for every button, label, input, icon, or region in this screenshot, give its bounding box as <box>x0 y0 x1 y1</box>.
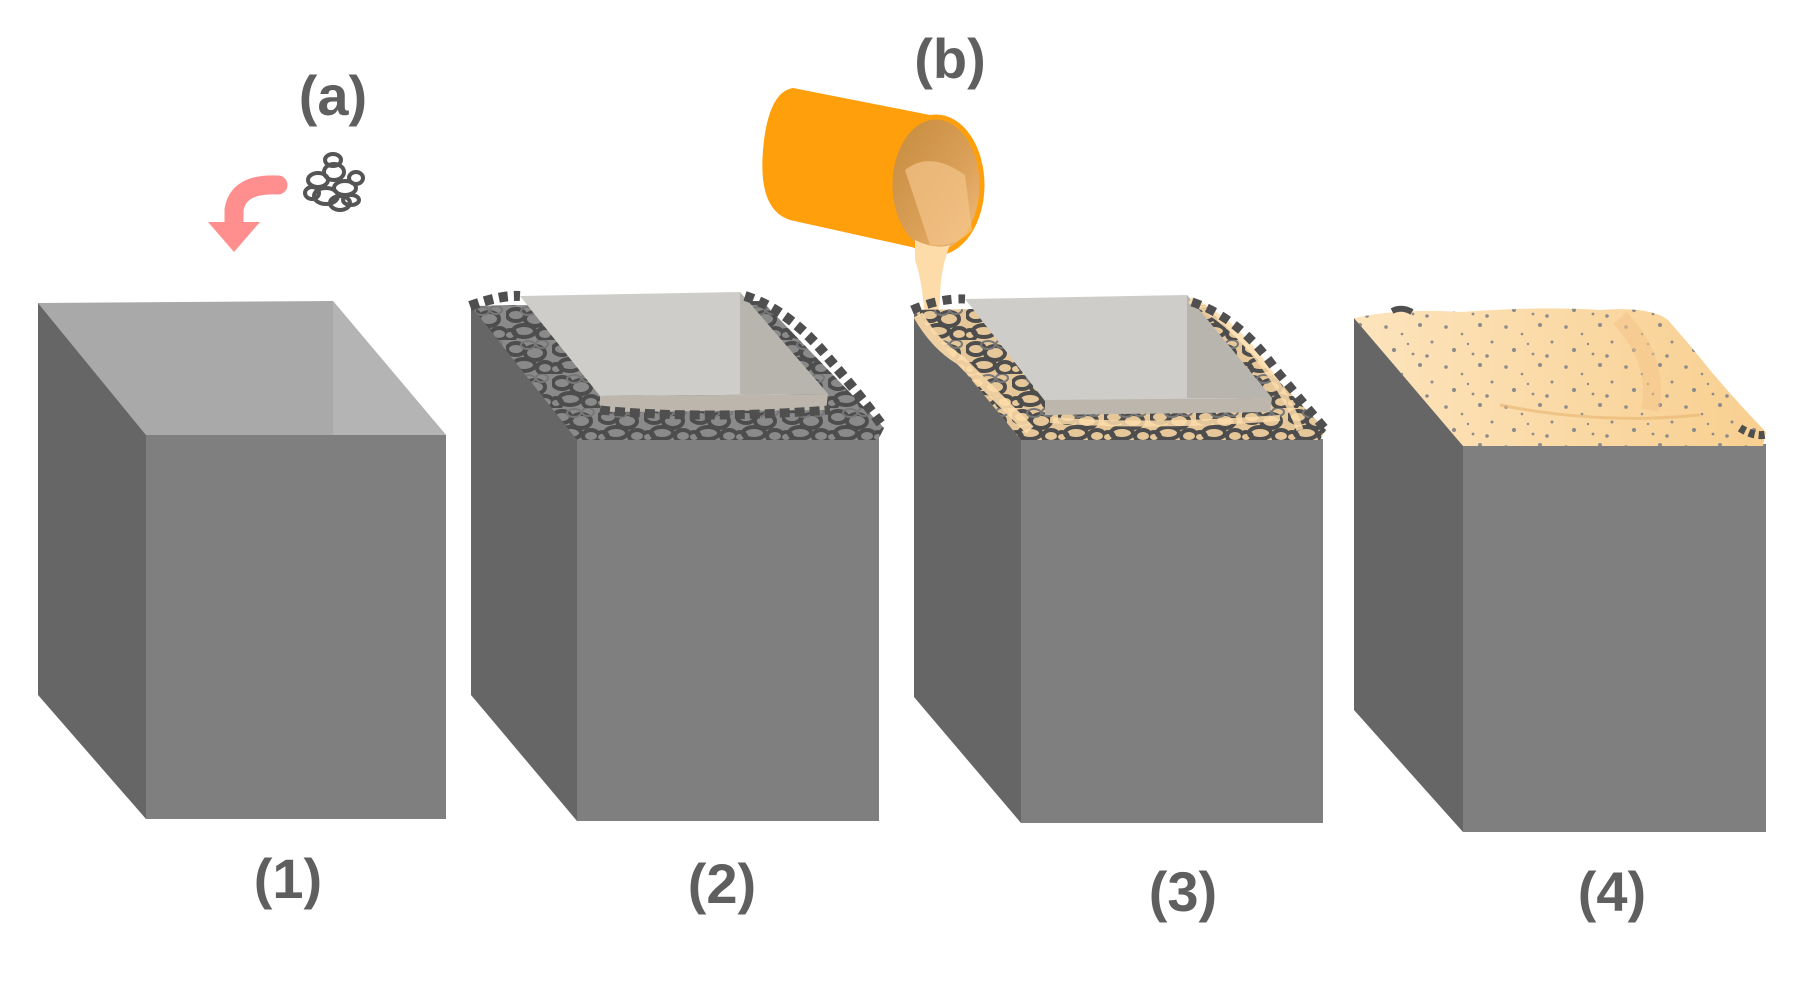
box-2-label: (2) <box>688 852 756 915</box>
box-2-front <box>577 435 879 821</box>
box-4-label: (4) <box>1578 860 1646 923</box>
box-1-inner-wall <box>333 301 446 435</box>
box-4-front <box>1463 444 1766 832</box>
box-1-side <box>38 303 146 819</box>
box-1 <box>38 301 446 819</box>
curved-down-arrow-icon <box>208 175 288 252</box>
bucket-body <box>762 88 930 250</box>
box-2 <box>468 290 889 821</box>
box-3-side <box>914 310 1021 823</box>
stage-b-label: (b) <box>914 27 986 90</box>
box-3-label: (3) <box>1149 860 1217 923</box>
box-1-front <box>146 435 446 819</box>
pouring-bucket-icon <box>762 88 985 256</box>
slurry-stream <box>915 240 950 335</box>
stage-a-label: (a) <box>299 64 367 127</box>
fiber-bundle-icon <box>303 152 365 212</box>
box-4 <box>1354 305 1770 832</box>
box-4-side <box>1354 318 1463 832</box>
box-2-side <box>471 306 577 821</box>
box-3 <box>910 294 1330 823</box>
box-1-label: (1) <box>254 847 322 910</box>
box-3-front <box>1021 439 1323 823</box>
